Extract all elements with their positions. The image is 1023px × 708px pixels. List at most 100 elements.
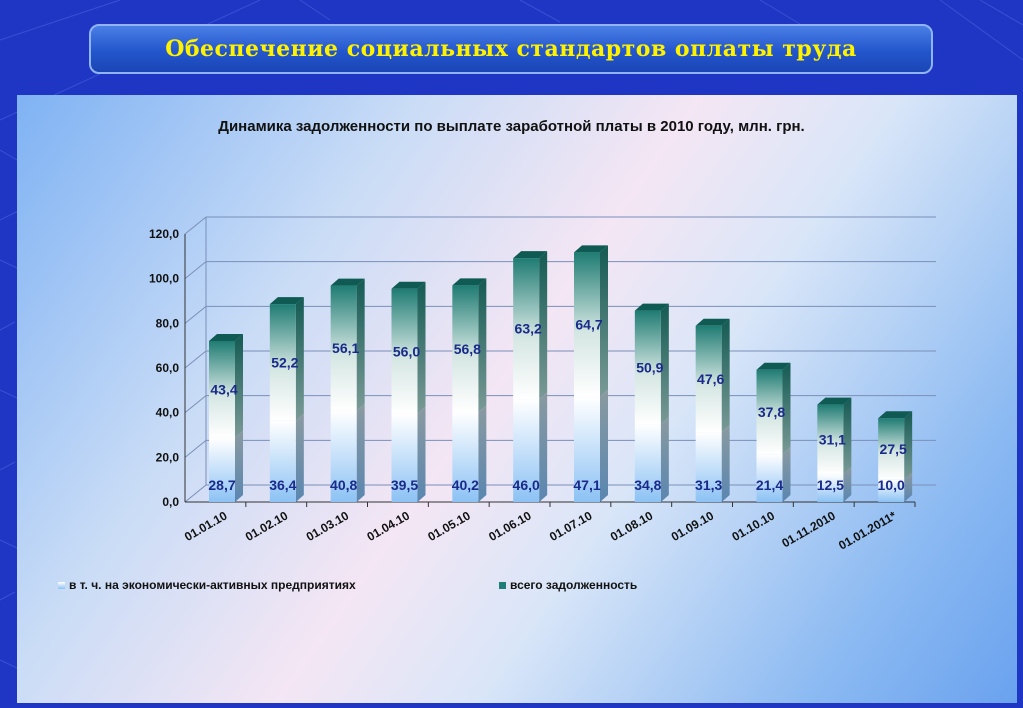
data-label-total: 31,1 bbox=[819, 431, 846, 447]
bar-total-remainder bbox=[756, 369, 783, 455]
slide-title-bar: Обеспечение социальных стандартов оплаты… bbox=[89, 24, 933, 74]
bar-top-face bbox=[817, 397, 852, 405]
data-label-total: 27,5 bbox=[880, 441, 907, 457]
x-category-label: 01.03.10 bbox=[304, 508, 352, 544]
bar-total-side bbox=[235, 333, 243, 438]
gridline-diagonal bbox=[184, 216, 207, 235]
bar-total-side bbox=[417, 281, 426, 414]
bar-economically-active bbox=[452, 412, 479, 502]
data-label-total: 64,7 bbox=[575, 317, 602, 333]
data-label-total: 63,2 bbox=[515, 321, 542, 337]
data-label-total: 56,1 bbox=[332, 340, 359, 356]
bar-part-side bbox=[843, 467, 852, 502]
bar-top-face bbox=[756, 362, 791, 370]
legend-swatch-share bbox=[58, 581, 65, 589]
legend-swatch-total bbox=[499, 581, 506, 589]
x-category-label: 01.11.2010 bbox=[779, 508, 838, 550]
data-label-part: 28,7 bbox=[208, 477, 235, 493]
legend-label-share: в т. ч. на экономически-активных предпри… bbox=[69, 578, 356, 592]
data-label-total: 52,2 bbox=[271, 354, 298, 370]
bar-part-side bbox=[539, 392, 548, 502]
bar-part-side bbox=[721, 425, 730, 502]
bar-part-side bbox=[417, 406, 426, 502]
bar-economically-active bbox=[695, 432, 722, 502]
bar-part-side bbox=[904, 472, 913, 502]
y-tick-label: 120,0 bbox=[149, 227, 179, 241]
bar-total-remainder bbox=[391, 288, 418, 414]
bar-economically-active bbox=[330, 410, 357, 502]
x-category-label: 01.10.10 bbox=[730, 508, 778, 544]
bar-total-remainder bbox=[452, 285, 479, 413]
bar-total-side bbox=[904, 411, 913, 480]
bar-part-side bbox=[782, 447, 791, 502]
gridline-diagonal bbox=[184, 305, 207, 324]
gridline-diagonal bbox=[184, 261, 207, 280]
bar-total-remainder bbox=[330, 285, 357, 411]
data-label-part: 21,4 bbox=[756, 477, 783, 493]
x-category-label: 01.09.10 bbox=[669, 508, 717, 544]
data-label-part: 12,5 bbox=[817, 477, 844, 493]
bar-top-face bbox=[209, 333, 243, 341]
legend-item-total: всего задолженность bbox=[499, 578, 637, 592]
bar-total-side bbox=[539, 251, 548, 400]
x-category-label: 01.06.10 bbox=[486, 508, 534, 544]
bar-total-remainder bbox=[269, 304, 296, 421]
data-label-part: 39,5 bbox=[391, 477, 418, 493]
bar-total-remainder bbox=[574, 252, 600, 397]
data-label-total: 56,8 bbox=[454, 341, 481, 357]
chart-title: Динамика задолженности по выплате зарабо… bbox=[218, 118, 805, 135]
y-tick-label: 100,0 bbox=[149, 272, 179, 286]
x-category-label: 01.01.10 bbox=[182, 508, 230, 544]
bar-top-face bbox=[391, 281, 426, 289]
bar-total-remainder bbox=[634, 310, 661, 425]
bar-total-remainder bbox=[513, 258, 540, 400]
y-tick-label: 0,0 bbox=[162, 495, 179, 509]
bar-total-remainder bbox=[209, 340, 235, 438]
gridline-diagonal bbox=[184, 395, 207, 414]
data-label-part: 40,2 bbox=[452, 477, 479, 493]
x-category-label: 01.04.10 bbox=[365, 508, 413, 544]
y-tick-label: 40,0 bbox=[156, 406, 180, 420]
slide-title: Обеспечение социальных стандартов оплаты… bbox=[165, 36, 857, 62]
x-category-label: 01.08.10 bbox=[608, 508, 656, 544]
bar-part-side bbox=[600, 389, 608, 502]
bar-economically-active bbox=[209, 437, 235, 502]
data-label-part: 10,0 bbox=[878, 477, 905, 493]
bar-economically-active bbox=[817, 474, 844, 502]
data-label-part: 47,1 bbox=[573, 477, 600, 493]
data-label-part: 40,8 bbox=[330, 477, 357, 493]
bar-top-face bbox=[269, 297, 304, 305]
y-tick-label: 20,0 bbox=[156, 450, 180, 464]
bar-top-face bbox=[513, 251, 548, 259]
y-tick-label: 80,0 bbox=[156, 316, 180, 330]
bar-total-remainder bbox=[878, 418, 905, 480]
bar-economically-active bbox=[574, 396, 600, 502]
gridline-diagonal bbox=[184, 439, 207, 458]
bar-economically-active bbox=[391, 413, 418, 502]
x-category-label: 01.02.10 bbox=[243, 508, 291, 544]
bar-economically-active bbox=[634, 424, 661, 502]
data-label-total: 37,8 bbox=[758, 404, 785, 420]
data-label-part: 31,3 bbox=[695, 477, 722, 493]
bar-total-side bbox=[600, 245, 608, 397]
bar-economically-active bbox=[756, 454, 783, 502]
bar-part-side bbox=[235, 430, 243, 502]
data-label-part: 46,0 bbox=[513, 477, 540, 493]
gridline-diagonal bbox=[184, 350, 207, 369]
data-label-total: 43,4 bbox=[210, 381, 237, 397]
bar-top-face bbox=[330, 278, 365, 286]
y-tick-label: 60,0 bbox=[156, 361, 180, 375]
bar-top-face bbox=[878, 411, 913, 419]
bar-part-side bbox=[356, 403, 365, 502]
x-category-label: 01.01.2011* bbox=[836, 508, 899, 552]
bar-total-side bbox=[843, 397, 852, 475]
bar-total-side bbox=[660, 303, 669, 425]
bar-total-remainder bbox=[695, 325, 722, 433]
bar-part-side bbox=[295, 413, 304, 502]
bar-part-side bbox=[478, 405, 487, 502]
bar-top-face bbox=[452, 278, 487, 286]
gridline-diagonal bbox=[184, 484, 207, 503]
x-category-label: 01.05.10 bbox=[425, 508, 473, 544]
data-label-total: 50,9 bbox=[636, 359, 663, 375]
